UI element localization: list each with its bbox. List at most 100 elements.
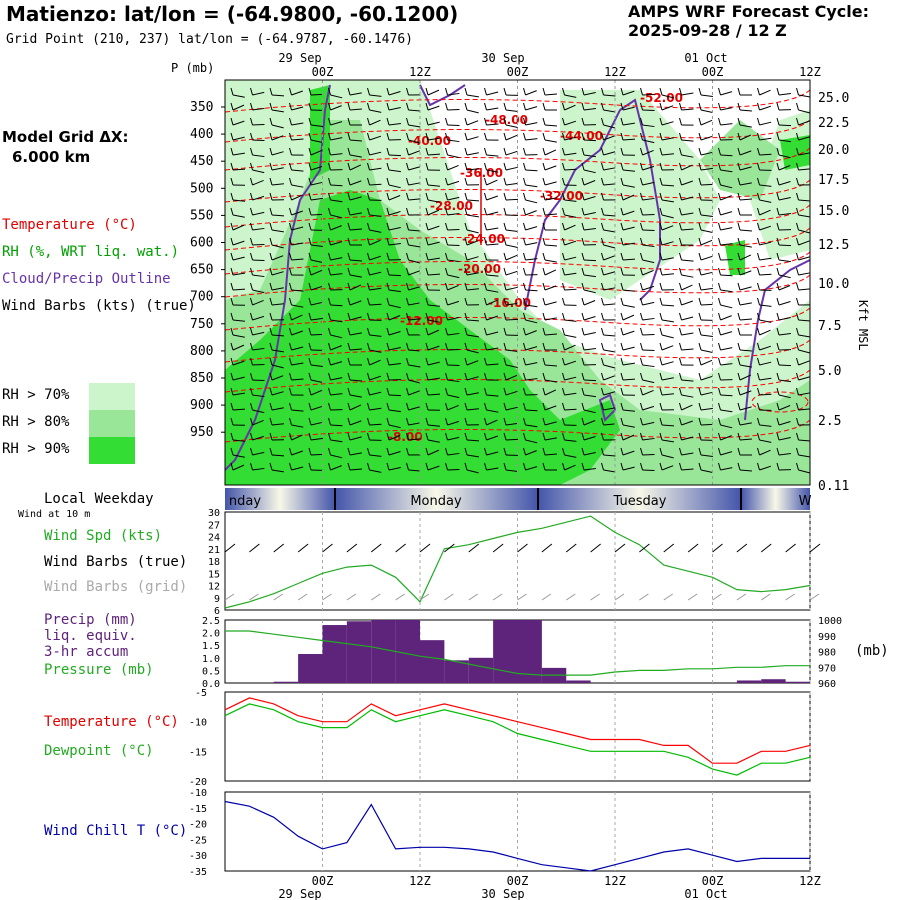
wind-barb-feather: [464, 357, 468, 366]
wind-barb-feather: [367, 372, 370, 381]
wind-barb-staff: [486, 467, 499, 471]
wind-barb-staff: [544, 405, 557, 411]
wind-barb-feather: [289, 117, 292, 126]
wind-barb-staff: [681, 332, 694, 336]
wind-barb-staff: [232, 439, 245, 442]
wind-barb-staff: [447, 284, 459, 291]
wind-barb-staff: [564, 288, 577, 291]
wind-barb-staff: [427, 137, 440, 141]
wind-barb-feather: [659, 387, 663, 396]
wind-barb-feather: [464, 252, 468, 261]
wind-barb-staff: [369, 135, 382, 141]
wind-barb-feather: [230, 312, 234, 321]
wind-barb-feather: [250, 162, 253, 171]
wind-barb-staff: [369, 151, 382, 156]
wind-barb-staff: [622, 304, 635, 308]
wind-barb-feather: [230, 252, 234, 261]
wind-barb-staff: [310, 437, 323, 441]
wind-barb-feather: [542, 432, 546, 441]
wind-barb-feather: [386, 162, 390, 171]
wind-barb-feather: [308, 357, 312, 366]
bottom-hour-label: 00Z: [507, 874, 529, 888]
wind-barb-feather: [737, 237, 741, 246]
wind-barb-staff: [232, 376, 245, 381]
wind-barb-feather: [581, 342, 585, 351]
wind-barb-feather: [328, 147, 331, 156]
wind-barb-feather: [620, 357, 624, 366]
wind-barb-feather: [367, 162, 370, 171]
wind-barb-feather: [484, 177, 487, 186]
surface-wind-barb: [297, 543, 309, 553]
wind-barb-feather: [601, 432, 604, 441]
wind-barb-staff: [544, 124, 557, 127]
wind-barb-feather: [757, 252, 760, 261]
wind-barb-staff: [427, 319, 440, 323]
weekday-band: [538, 488, 741, 510]
wind-barb-feather: [484, 312, 487, 321]
wind-barb-feather: [581, 372, 585, 381]
pressure-tick-label: 900: [190, 398, 213, 413]
wind-barb-feather: [737, 177, 741, 186]
wind-barb-feather: [776, 327, 780, 336]
grid-wind-barb: [760, 593, 771, 601]
wind-barb-feather: [679, 207, 682, 216]
wind-barb-staff: [798, 199, 811, 202]
wind-barb-feather: [620, 372, 624, 381]
wind-barb-staff: [349, 379, 362, 382]
wind-barb-staff: [544, 181, 557, 186]
wind-barb-staff: [603, 375, 615, 381]
wind-barb-feather: [230, 387, 234, 396]
wind-barb-staff: [525, 319, 538, 324]
wind-barb-staff: [661, 424, 675, 427]
grid-wind-barb: [370, 593, 381, 601]
wind-barb-feather: [269, 432, 273, 441]
wind-barb-feather: [503, 447, 507, 456]
wind-barb-feather: [757, 87, 760, 96]
wind-barb-staff: [720, 424, 733, 429]
wind-barb-staff: [778, 379, 791, 383]
temp-label: Temperature (°C): [44, 714, 179, 730]
wind-barb-feather: [328, 102, 331, 111]
wind-barb-staff: [466, 334, 479, 338]
wind-barb-feather: [464, 312, 468, 321]
wind-barb-staff: [564, 344, 576, 351]
wind-barb-staff: [564, 392, 577, 396]
wind-barb-staff: [720, 435, 732, 441]
wind-barb-staff: [310, 453, 324, 456]
wind-barb-feather: [776, 417, 780, 426]
wind-barb-staff: [486, 299, 498, 306]
wind-barb-staff: [466, 349, 479, 354]
wind-barb-feather: [757, 432, 760, 441]
wind-barb-feather: [269, 237, 273, 246]
wind-barb-feather: [718, 402, 721, 411]
wind-barb-feather: [562, 372, 565, 381]
wind-barb-feather: [386, 357, 390, 366]
wind-barb-feather: [776, 432, 780, 441]
wind-barb-feather: [659, 447, 663, 456]
wind-barb-staff: [720, 243, 733, 246]
wind-barb-staff: [739, 229, 752, 232]
wind-barb-feather: [269, 312, 273, 321]
precip-bar: [566, 680, 591, 683]
wind-barb-feather: [308, 87, 312, 96]
wind-barb-feather: [542, 462, 546, 471]
wind-barb-staff: [525, 378, 538, 381]
wind-barb-staff: [525, 258, 538, 261]
wind-barb-feather: [308, 222, 312, 231]
wind-barb-staff: [700, 255, 713, 261]
wind-barb-staff: [642, 149, 654, 156]
wind-barb-feather: [659, 327, 663, 336]
wind-barb-feather: [464, 117, 468, 126]
wind-barb-staff: [271, 151, 284, 156]
wind-barb-feather: [406, 462, 409, 471]
wind-barb-feather: [620, 387, 624, 396]
wind-barb-staff: [486, 227, 499, 231]
wind-barb-staff: [603, 391, 616, 396]
wind-barb-feather: [757, 417, 760, 426]
wind-barb-feather: [425, 237, 429, 246]
wind-barb-feather: [542, 207, 546, 216]
wind-barb-feather: [757, 192, 760, 201]
wind-barb-feather: [542, 372, 546, 381]
wind-barb-feather: [620, 117, 624, 126]
wind-barb-feather: [581, 87, 585, 96]
